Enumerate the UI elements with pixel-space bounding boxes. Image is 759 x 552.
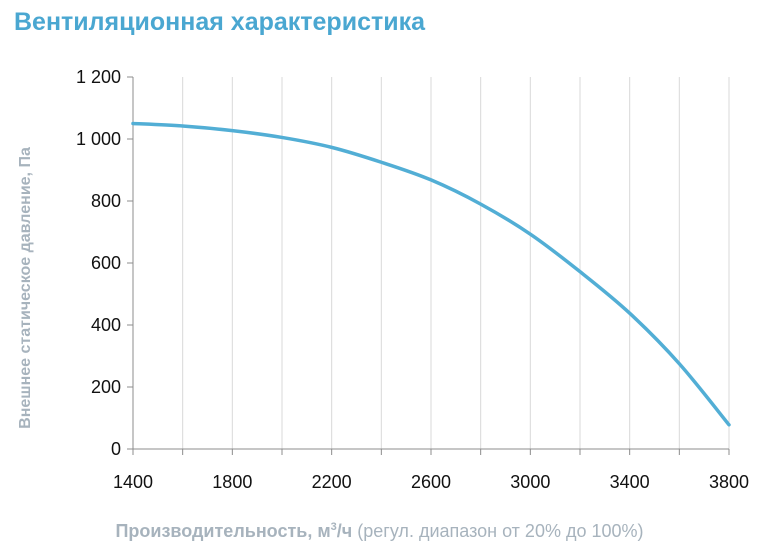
x-axis-unit: , м <box>307 521 331 541</box>
y-tick-label: 400 <box>91 315 121 335</box>
x-tick-labels: 1400 1800 2200 2600 3000 3400 3800 <box>113 472 749 492</box>
series-layer <box>131 121 731 427</box>
x-axis-label-main: Производительность <box>115 521 308 541</box>
y-tick-label: 800 <box>91 191 121 211</box>
y-tick-label: 200 <box>91 377 121 397</box>
x-tick-label: 3800 <box>709 472 749 492</box>
y-tick-label: 600 <box>91 253 121 273</box>
y-tick-label: 1 200 <box>76 67 121 87</box>
x-tick-label: 3400 <box>610 472 650 492</box>
x-tick-label: 1400 <box>113 472 153 492</box>
grid-lines <box>182 77 730 449</box>
x-axis-unit-suffix: /ч <box>336 521 353 541</box>
x-tick-label: 3000 <box>510 472 550 492</box>
x-tick-label: 2200 <box>312 472 352 492</box>
x-tick-label: 1800 <box>212 472 252 492</box>
axes <box>127 76 730 455</box>
x-axis-label: Производительность, м3/ч (регул. диапазо… <box>0 521 759 542</box>
y-tick-labels: 0 200 400 600 800 1 000 1 200 <box>76 67 121 459</box>
y-axis-label: Внешнее статическое давление, Па <box>17 147 34 429</box>
x-axis-unit-exponent: 3 <box>330 521 337 533</box>
y-tick-label: 0 <box>111 439 121 459</box>
series-line <box>131 121 731 427</box>
x-tick-label: 2600 <box>411 472 451 492</box>
x-axis-label-note: (регул. диапазон от 20% до 100%) <box>352 521 644 541</box>
chart-title: Вентиляционная характеристика <box>14 8 425 36</box>
y-tick-label: 1 000 <box>76 129 121 149</box>
